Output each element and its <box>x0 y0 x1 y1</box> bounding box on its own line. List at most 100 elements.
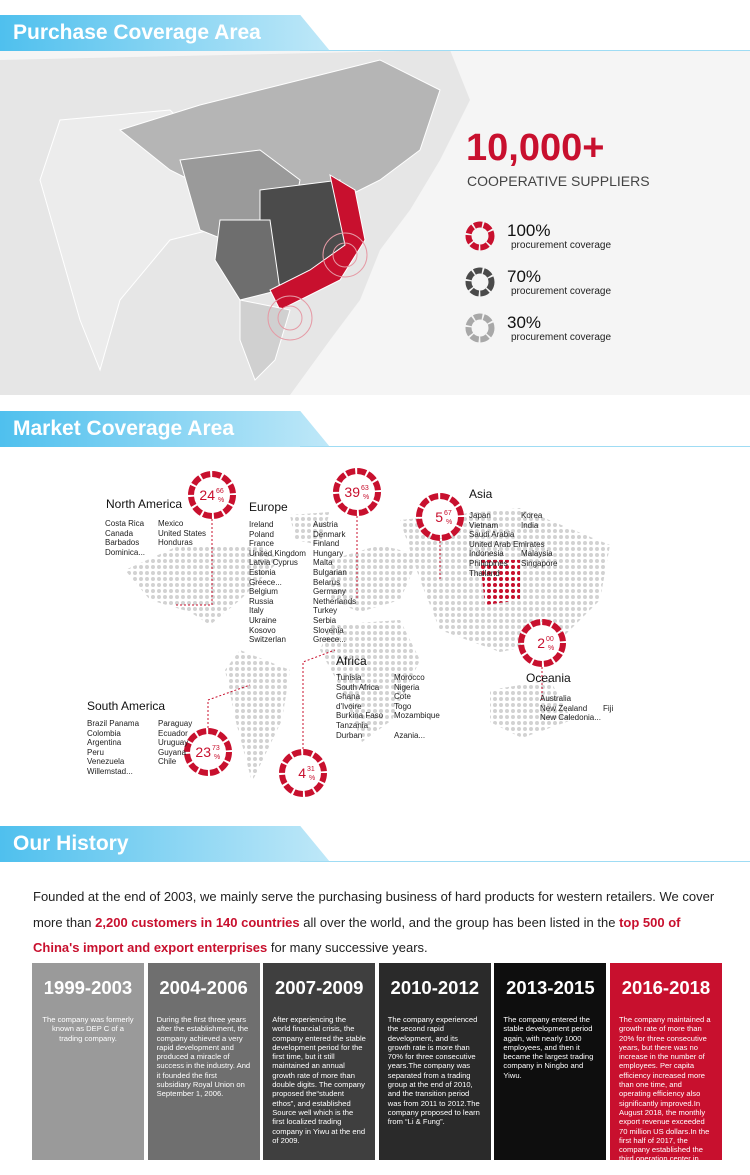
share-ring <box>333 468 381 516</box>
country: Slovenia <box>313 625 344 635</box>
period-text: During the first three years after the e… <box>156 1015 251 1099</box>
supplier-label: COOPERATIVE SUPPLIERS <box>467 173 650 189</box>
country: Nigeria <box>394 682 420 692</box>
period-years: 2016-2018 <box>621 977 711 998</box>
country: Russia <box>249 596 274 606</box>
share-whole: 24 <box>199 487 215 503</box>
period-card: 1999-2003 The company was formerly known … <box>32 963 144 1160</box>
period-text: The company was formerly known as DEP C … <box>42 1015 134 1043</box>
legend-value: 30% <box>507 313 542 332</box>
share-whole: 4 <box>298 765 306 781</box>
country: Thailand <box>469 568 500 578</box>
country: Australia <box>540 694 572 703</box>
country: South Africa <box>336 682 380 692</box>
country: Peru <box>87 747 104 757</box>
share-decimal: 66 <box>216 488 224 495</box>
country: New Caledonia... <box>540 713 601 723</box>
country: Fiji <box>603 703 614 713</box>
country: Singapore <box>521 559 558 568</box>
country: d'Ivoire <box>336 701 362 711</box>
country: Austria <box>313 520 338 529</box>
section-banner: Market Coverage Area <box>0 411 750 447</box>
country: Ghana <box>336 692 361 702</box>
country: Honduras <box>158 538 193 548</box>
country: Indonesia <box>469 549 504 559</box>
share-unit: % <box>214 754 220 761</box>
country: Switzerlan <box>249 635 286 645</box>
share-ring <box>279 749 327 797</box>
intro-text: Founded at the end of 2003, we mainly se… <box>33 889 715 930</box>
country: United Kingdom <box>249 548 306 558</box>
intro: Founded at the end of 2003, we mainly se… <box>33 884 723 961</box>
period-card: 2013-2015 The company entered the stable … <box>494 963 607 1160</box>
country: Venezuela <box>87 757 125 767</box>
period-card: 2010-2012 The company experienced the sec… <box>378 963 491 1160</box>
country: Dominica... <box>105 547 146 557</box>
share-decimal: 63 <box>361 485 369 492</box>
share-whole: 2 <box>537 635 545 651</box>
country: Colombia <box>87 728 121 738</box>
share-decimal: 67 <box>444 510 452 517</box>
share-whole: 23 <box>195 744 211 760</box>
country: Paraguay <box>158 719 193 728</box>
region-name: North America <box>106 497 183 511</box>
region-name: Europe <box>249 500 288 514</box>
period-text: The company entered the stable developme… <box>503 1015 594 1080</box>
country: Uruguay <box>158 738 189 748</box>
country: Durban <box>336 730 363 740</box>
world-dot-map <box>125 508 610 782</box>
section-title: Market Coverage Area <box>13 417 234 440</box>
period-text: The company experienced the second rapid… <box>387 1015 480 1127</box>
period-years: 2007-2009 <box>274 977 364 998</box>
legend-ring <box>465 267 495 297</box>
section-title: Our History <box>13 832 129 855</box>
share-ring <box>184 728 232 776</box>
country: Serbia <box>313 616 337 625</box>
country: Guyana <box>158 747 187 757</box>
country: Willemstad... <box>87 767 133 776</box>
legend-ring <box>465 313 495 343</box>
country: Poland <box>249 529 274 539</box>
country: Vietnam <box>469 520 499 530</box>
asia-map <box>0 50 750 395</box>
share-ring <box>416 493 464 541</box>
country: Philippines <box>469 559 508 568</box>
period-years: 1999-2003 <box>43 977 133 998</box>
share-ring <box>518 619 566 667</box>
country: Germany <box>313 587 346 597</box>
country: Canada <box>105 528 134 538</box>
legend-value: 100% <box>507 221 551 240</box>
country: Mozambique <box>394 711 440 721</box>
country: Finland <box>313 539 340 549</box>
period-card: 2016-2018 The company maintained a growth… <box>610 963 722 1175</box>
country: Belarus <box>313 577 341 587</box>
intro-text: 2,200 customers in 140 countries <box>95 914 300 930</box>
country: Ukraine <box>249 616 277 625</box>
share-unit: % <box>363 494 369 501</box>
share-whole: 39 <box>344 484 360 500</box>
share-decimal: 31 <box>307 766 315 773</box>
country: Malaysia <box>521 549 553 559</box>
country: New Zealand <box>540 703 588 713</box>
country: Greece... <box>313 635 346 645</box>
country: Morocco <box>394 673 425 682</box>
legend-value: 70% <box>507 267 542 286</box>
country: France <box>249 539 274 549</box>
intro-text: top 500 of China's import and export ent… <box>33 914 681 956</box>
country: Korea <box>521 511 543 520</box>
period-years: 2013-2015 <box>506 977 595 998</box>
country: Kosovo <box>249 625 276 635</box>
country: Barbados <box>105 538 140 548</box>
region-name: South America <box>87 699 166 713</box>
country: Azania... <box>394 730 426 740</box>
region-name: Oceania <box>526 671 571 685</box>
share-ring <box>188 471 236 519</box>
share-decimal: 00 <box>546 636 554 643</box>
country: Japan <box>469 511 491 520</box>
country: Mexico <box>158 519 184 528</box>
period-text: The company maintained a growth rate of … <box>619 1015 711 1175</box>
share-unit: % <box>548 645 554 652</box>
country: Cote <box>394 692 411 702</box>
share-unit: % <box>446 519 452 526</box>
country: United States <box>158 528 207 538</box>
